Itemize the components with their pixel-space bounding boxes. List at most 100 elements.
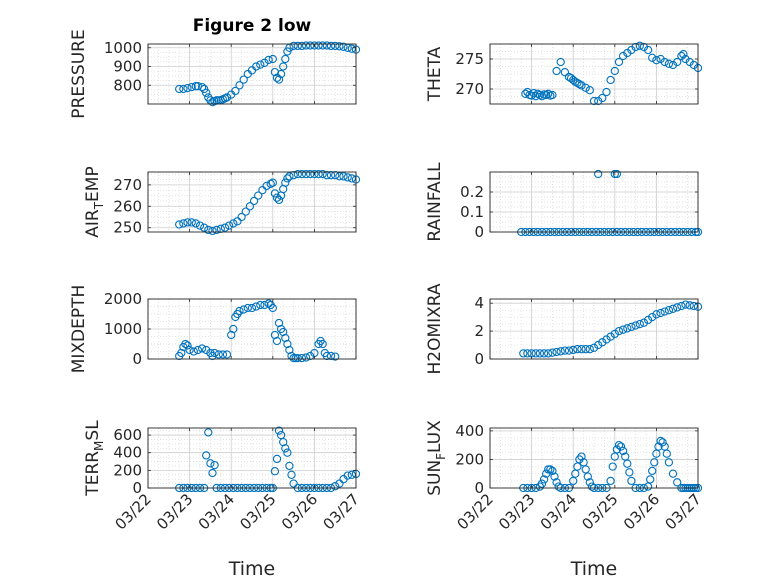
data-point	[587, 482, 597, 491]
data-point	[594, 169, 603, 179]
x-tick-label: 03/24	[195, 490, 238, 533]
data-point	[235, 306, 244, 316]
data-point	[335, 172, 344, 181]
data-point	[301, 169, 311, 179]
data-point	[335, 479, 344, 488]
subplot-theta: 270 275 THETA	[425, 41, 703, 106]
data-point	[254, 191, 263, 200]
data-series	[521, 41, 703, 106]
data-point	[548, 466, 557, 476]
data-point	[283, 448, 292, 457]
data-point	[285, 461, 294, 471]
x-axis-label-right: Time	[570, 558, 618, 580]
data-point	[564, 72, 574, 82]
data-point	[297, 41, 307, 51]
data-point	[245, 202, 255, 211]
data-point	[177, 348, 186, 358]
data-point	[535, 90, 545, 100]
data-point	[585, 478, 594, 487]
data-point	[272, 454, 282, 464]
axes-box	[489, 427, 699, 489]
data-point	[627, 45, 636, 55]
data-point	[639, 318, 649, 327]
data-point	[297, 353, 307, 363]
data-point	[610, 66, 619, 76]
data-point	[281, 333, 290, 343]
data-point	[175, 220, 184, 229]
data-point	[664, 306, 674, 315]
y-tick-label: 4	[474, 294, 484, 312]
data-point	[293, 41, 302, 51]
data-point	[306, 169, 315, 179]
data-point	[276, 69, 286, 79]
data-point	[202, 88, 211, 97]
data-point	[347, 470, 356, 479]
subplot-air-temp: 250 260 270 AIRTEMP	[83, 166, 361, 238]
data-point	[289, 479, 298, 488]
y-tick-label: 2	[474, 322, 484, 340]
y-tick-label: 1000	[104, 39, 142, 57]
y-tick-label: 0	[132, 350, 142, 368]
axes-box	[147, 171, 357, 233]
data-point	[293, 353, 302, 363]
data-point	[270, 330, 280, 340]
data-point	[648, 312, 657, 322]
data-point	[654, 442, 663, 451]
data-point	[573, 78, 582, 88]
data-point	[652, 56, 661, 65]
data-point	[339, 172, 348, 181]
data-point	[249, 196, 259, 206]
y-axis-label: THETA	[425, 46, 445, 102]
x-tick-label: 03/23	[495, 490, 538, 533]
x-tick-label: 03/23	[153, 490, 196, 533]
x-tick-label: 03/27	[320, 490, 363, 533]
data-point	[610, 169, 619, 179]
data-point	[610, 329, 619, 339]
data-point	[343, 471, 352, 480]
data-point	[206, 459, 215, 468]
data-point	[270, 467, 280, 476]
data-point	[237, 212, 246, 222]
data-point	[229, 219, 238, 228]
data-point	[314, 169, 323, 179]
subplot-h2omixra: 0 2 4 H2OMIXRA	[425, 283, 703, 375]
data-point	[274, 318, 284, 328]
data-point	[195, 221, 205, 230]
data-point	[204, 428, 213, 437]
y-tick-label: 2000	[104, 290, 142, 308]
data-point	[581, 345, 590, 354]
data-point	[612, 445, 622, 454]
data-point	[281, 444, 290, 453]
x-tick-label: 03/25	[236, 490, 279, 533]
data-point	[218, 350, 228, 359]
data-point	[264, 55, 273, 65]
data-point	[252, 302, 261, 311]
data-point	[548, 348, 557, 357]
data-point	[222, 93, 232, 102]
axes-box	[489, 43, 699, 105]
y-tick-label: 400	[113, 444, 142, 462]
x-tick-label: 03/27	[662, 490, 705, 533]
data-point	[331, 482, 340, 491]
y-tick-label: 0.1	[460, 203, 484, 221]
data-point	[179, 84, 188, 94]
data-point	[527, 91, 536, 100]
data-point	[306, 351, 315, 361]
data-point	[577, 345, 586, 354]
data-point	[347, 174, 356, 183]
data-point	[224, 221, 234, 230]
data-point	[627, 322, 636, 332]
data-point	[285, 345, 294, 355]
data-point	[664, 59, 674, 68]
data-point	[297, 169, 307, 179]
data-point	[606, 332, 615, 341]
data-point	[677, 301, 686, 311]
y-tick-label: 900	[113, 58, 142, 76]
data-point	[685, 301, 694, 310]
data-point	[643, 482, 653, 491]
data-point	[347, 44, 356, 53]
data-point	[627, 476, 636, 486]
data-point	[548, 90, 557, 100]
data-point	[274, 426, 284, 435]
data-point	[231, 86, 240, 96]
